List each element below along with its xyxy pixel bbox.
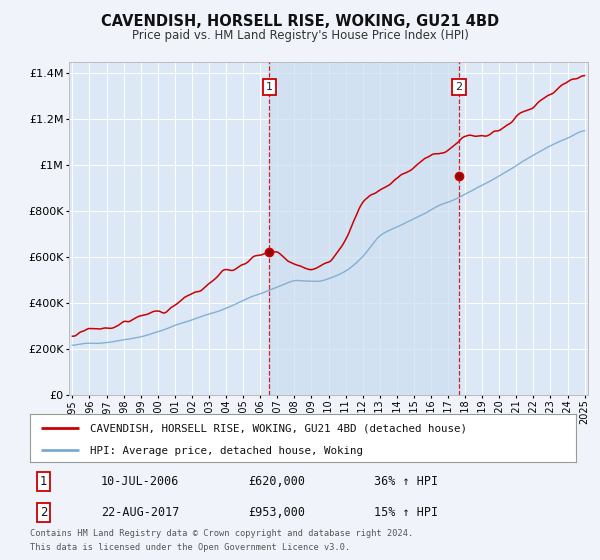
- Text: Price paid vs. HM Land Registry's House Price Index (HPI): Price paid vs. HM Land Registry's House …: [131, 29, 469, 42]
- Text: 22-AUG-2017: 22-AUG-2017: [101, 506, 179, 519]
- Text: This data is licensed under the Open Government Licence v3.0.: This data is licensed under the Open Gov…: [30, 543, 350, 552]
- Text: 1: 1: [40, 475, 47, 488]
- Text: HPI: Average price, detached house, Woking: HPI: Average price, detached house, Woki…: [90, 446, 363, 456]
- Text: CAVENDISH, HORSELL RISE, WOKING, GU21 4BD (detached house): CAVENDISH, HORSELL RISE, WOKING, GU21 4B…: [90, 424, 467, 433]
- Text: £953,000: £953,000: [248, 506, 305, 519]
- Text: Contains HM Land Registry data © Crown copyright and database right 2024.: Contains HM Land Registry data © Crown c…: [30, 529, 413, 538]
- Text: 2: 2: [455, 82, 463, 92]
- Text: 1: 1: [266, 82, 273, 92]
- Text: 36% ↑ HPI: 36% ↑ HPI: [374, 475, 438, 488]
- Text: CAVENDISH, HORSELL RISE, WOKING, GU21 4BD: CAVENDISH, HORSELL RISE, WOKING, GU21 4B…: [101, 14, 499, 29]
- Text: £620,000: £620,000: [248, 475, 305, 488]
- Text: 10-JUL-2006: 10-JUL-2006: [101, 475, 179, 488]
- Text: 2: 2: [40, 506, 47, 519]
- Bar: [269, 62, 459, 395]
- Text: 15% ↑ HPI: 15% ↑ HPI: [374, 506, 438, 519]
